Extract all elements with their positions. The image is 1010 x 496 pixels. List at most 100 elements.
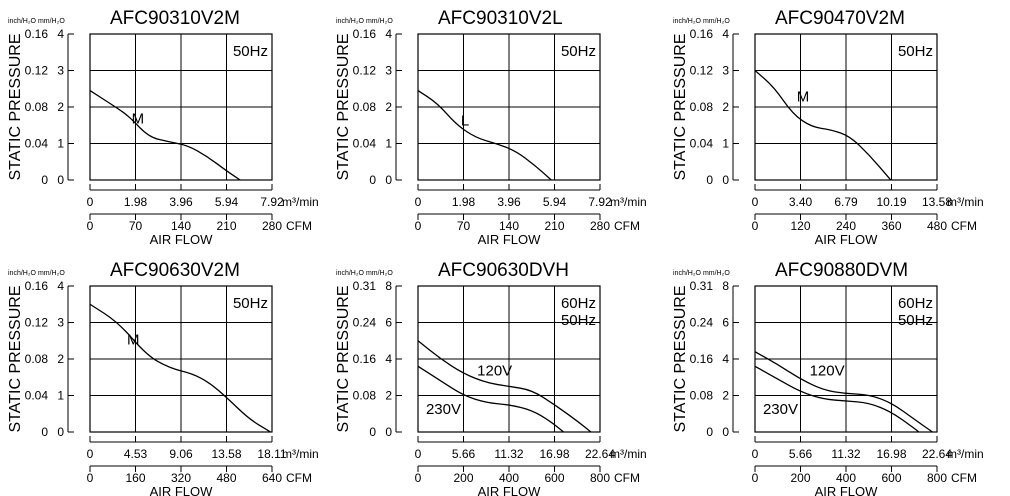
y-units-header: inch/H₂O mm/H₂O [8,270,65,277]
chart-title: AFC90470V2M [775,8,905,29]
x-unit-cfm: CFM [286,219,312,233]
y-units-header: inch/H₂O mm/H₂O [8,18,65,25]
x-tick-label-cfm: 210 [216,219,236,233]
frequency-label: 50Hz [233,295,268,312]
y-tick-label-inch: 0 [706,173,713,187]
y-tick-label-mm: 3 [57,316,64,330]
y-tick-label-mm: 4 [385,352,392,366]
x-tick-label-m3: 0 [415,195,422,209]
chart-title: AFC90310V2L [438,8,563,29]
x-tick-label-cfm: 640 [262,471,282,485]
x-tick-label-cfm: 320 [171,471,191,485]
y-tick-label-inch: 0.08 [25,100,49,114]
x-tick-label-m3: 11.32 [831,447,860,461]
frequency-label: 60Hz [898,295,933,312]
y-tick-label-mm: 6 [385,316,392,330]
chart-panel-2: AFC90310V2L inch/H₂O mm/H₂O 4 0.16 3 0.12 2 0.0… [335,8,647,247]
y-tick-label-inch: 0.12 [25,316,49,330]
series-label: 120V [810,362,845,379]
frequency-label: 50Hz [233,43,268,60]
x-tick-label-m3: 13.58 [211,447,241,461]
x-tick-label-cfm: 800 [590,471,610,485]
y-tick-label-inch: 0.04 [690,137,714,151]
y-tick-label-inch: 0.24 [690,316,714,330]
x-tick-label-m3: 11.32 [494,447,523,461]
x-tick-label-m3: 5.66 [452,447,476,461]
y-axis-label: STATIC PRESSURE [7,34,24,181]
chart-title: AFC90310V2M [110,8,240,29]
x-tick-label-cfm: 160 [125,471,145,485]
x-tick-label-cfm: 70 [457,219,471,233]
x-unit-cfm: CFM [614,471,640,485]
chart-title: AFC90630DVH [438,260,569,281]
chart-title: AFC90630V2M [110,260,240,281]
series-curve [417,90,552,181]
x-tick-label-cfm: 0 [752,219,759,233]
chart-panel-6: AFC90880DVM inch/H₂O mm/H₂O 8 0.31 6 0.24 4 0.1… [672,260,984,496]
chart-panel-5: AFC90630DVH inch/H₂O mm/H₂O 8 0.31 6 0.24 4 0.1… [335,260,647,496]
x-tick-label-m3: 16.98 [876,447,906,461]
y-tick-label-inch: 0.24 [353,316,377,330]
frequency-label: 50Hz [898,43,933,60]
y-units-header: inch/H₂O mm/H₂O [673,270,730,277]
x-tick-label-cfm: 280 [590,219,610,233]
y-tick-label-inch: 0.08 [690,100,714,114]
x-tick-label-m3: 1.98 [452,195,476,209]
x-tick-label-cfm: 0 [87,219,94,233]
y-tick-label-mm: 0 [57,425,64,439]
y-tick-label-mm: 1 [57,137,64,151]
y-tick-label-mm: 2 [722,100,729,114]
x-tick-label-m3: 3.40 [789,195,813,209]
y-tick-label-mm: 8 [385,279,392,293]
y-tick-label-inch: 0.08 [353,389,377,403]
x-tick-label-m3: 0 [415,447,422,461]
y-tick-label-inch: 0.04 [25,137,49,151]
x-tick-label-cfm: 800 [927,471,947,485]
x-tick-label-m3: 10.19 [876,195,906,209]
y-tick-label-mm: 4 [57,27,64,41]
x-unit-m3: m³/min [282,447,319,461]
series-curve [417,365,565,433]
x-tick-label-cfm: 480 [927,219,947,233]
x-unit-cfm: CFM [614,219,640,233]
y-tick-label-inch: 0.12 [690,64,714,78]
x-tick-label-cfm: 0 [415,471,422,485]
frequency-label: 50Hz [898,312,933,329]
x-unit-m3: m³/min [610,447,647,461]
series-label: 120V [477,362,512,379]
x-axis-label: AIR FLOW [478,484,542,496]
x-unit-cfm: CFM [951,471,977,485]
y-tick-label-mm: 4 [722,352,729,366]
y-tick-label-mm: 6 [722,316,729,330]
x-unit-cfm: CFM [286,471,312,485]
y-tick-label-inch: 0 [41,173,48,187]
x-unit-m3: m³/min [947,447,984,461]
x-tick-label-cfm: 140 [499,219,519,233]
y-tick-label-mm: 3 [722,64,729,78]
y-tick-label-inch: 0.16 [25,27,49,41]
y-axis-label: STATIC PRESSURE [335,34,352,181]
x-tick-label-cfm: 200 [790,471,810,485]
x-tick-label-m3: 5.94 [215,195,239,209]
series-curve [89,90,241,181]
x-tick-label-cfm: 210 [544,219,564,233]
x-axis-label: AIR FLOW [815,484,879,496]
y-tick-label-inch: 0.16 [353,27,377,41]
y-tick-label-mm: 0 [57,173,64,187]
y-tick-label-mm: 4 [57,279,64,293]
x-tick-label-cfm: 0 [87,471,94,485]
y-tick-label-inch: 0.16 [353,352,377,366]
y-tick-label-mm: 0 [722,173,729,187]
x-tick-label-m3: 5.94 [543,195,567,209]
y-tick-label-mm: 3 [385,64,392,78]
y-tick-label-inch: 0.12 [25,64,49,78]
series-curve [754,351,933,433]
series-curve [417,340,592,433]
frequency-label: 50Hz [561,43,596,60]
y-units-header: inch/H₂O mm/H₂O [336,18,393,25]
y-tick-label-inch: 0.08 [353,100,377,114]
x-tick-label-cfm: 240 [836,219,856,233]
x-tick-label-m3: 22.64 [922,447,952,461]
y-tick-label-mm: 1 [722,137,729,151]
